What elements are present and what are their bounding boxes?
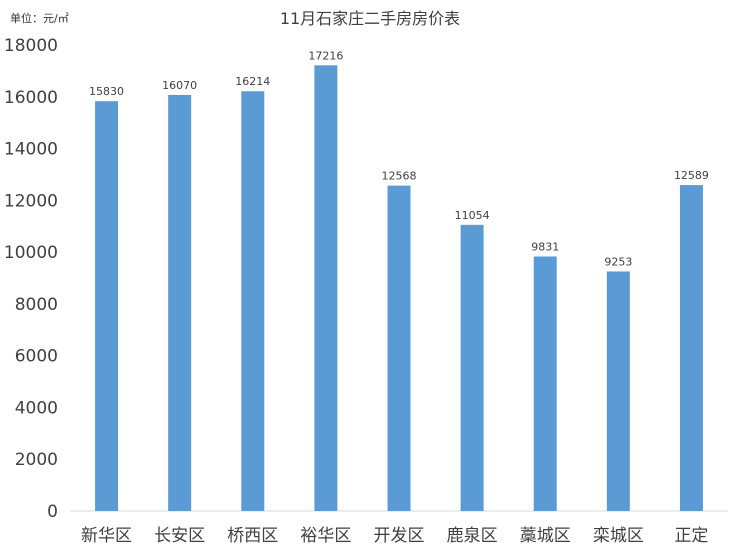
y-tick-label: 10000 [4,243,58,263]
bar [387,185,411,511]
bar-value-label: 16214 [235,75,270,88]
y-tick-label: 14000 [4,140,58,160]
x-tick-label: 栾城区 [593,526,644,546]
bar [168,94,192,512]
bar [314,65,338,512]
y-tick-label: 0 [47,502,58,522]
x-tick-label: 裕华区 [300,526,351,546]
unit-label: 单位：元/㎡ [10,12,69,25]
y-tick-label: 16000 [4,88,58,108]
x-tick-label: 长安区 [154,526,205,546]
bar [679,185,703,511]
x-tick-label: 鹿泉区 [447,526,498,546]
bar-value-label: 16070 [162,79,197,92]
bar-value-label: 12568 [382,170,417,183]
y-tick-label: 2000 [15,450,58,470]
y-tick-label: 12000 [4,191,58,211]
chart-title: 11月石家庄二手房房价表 [279,9,461,28]
x-tick-label: 新华区 [81,526,132,546]
x-tick-label: 桥西区 [227,526,278,546]
x-tick-label: 藁城区 [520,526,571,546]
bar [533,256,557,511]
bar [95,101,119,511]
bar-value-label: 12589 [674,169,709,182]
bar [460,224,484,511]
bar-value-label: 15830 [89,85,124,98]
bar-value-label: 9253 [604,255,632,268]
bar [241,91,265,512]
bar-value-label: 9831 [531,240,559,253]
y-tick-label: 8000 [15,295,58,315]
y-tick-label: 6000 [15,347,58,367]
x-tick-label: 正定 [674,526,708,546]
y-tick-label: 4000 [15,398,58,418]
y-tick-label: 18000 [4,36,58,56]
bar-value-label: 17216 [308,49,343,62]
x-tick-label: 开发区 [374,526,425,546]
bar [606,271,630,511]
bar-value-label: 11054 [455,209,490,222]
